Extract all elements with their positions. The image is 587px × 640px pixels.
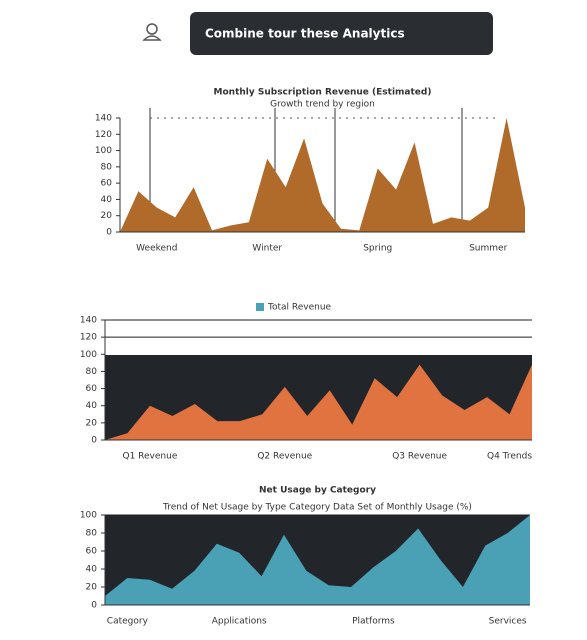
x-tick-label: Q4 Trends <box>487 452 532 462</box>
chart-title: Monthly Subscription Revenue (Estimated) <box>214 88 432 98</box>
x-tick-label: Spring <box>363 244 392 254</box>
x-tick-label: Winter <box>252 244 282 254</box>
y-tick-label: 20 <box>86 583 98 593</box>
user-icon[interactable] <box>142 23 162 41</box>
y-tick-label: 80 <box>86 367 98 377</box>
x-tick-label: Weekend <box>136 244 177 254</box>
x-tick-label: Summer <box>469 244 507 254</box>
y-tick-label: 120 <box>80 333 97 343</box>
chart-subtitle: Growth trend by region <box>270 100 375 110</box>
y-tick-label: 100 <box>80 511 97 521</box>
header-button[interactable] <box>190 12 493 55</box>
header-button-label: Combine tour these Analytics <box>205 27 405 41</box>
y-tick-label: 0 <box>106 228 112 238</box>
x-tick-label: Q1 Revenue <box>123 452 178 462</box>
y-tick-label: 140 <box>80 316 97 326</box>
chart-subtitle: Trend of Net Usage by Type Category Data… <box>162 503 472 513</box>
y-tick-label: 120 <box>95 130 112 140</box>
area <box>120 118 525 232</box>
y-tick-label: 60 <box>86 547 98 557</box>
y-tick-label: 100 <box>95 146 112 156</box>
chart-title: Net Usage by Category <box>259 486 376 496</box>
area <box>105 515 530 605</box>
legend-swatch <box>256 303 264 311</box>
y-tick-label: 60 <box>101 179 113 189</box>
y-tick-label: 20 <box>86 418 98 428</box>
y-tick-label: 100 <box>80 350 97 360</box>
x-tick-label: Q3 Revenue <box>392 452 447 462</box>
legend-label: Total Revenue <box>267 303 332 313</box>
x-tick-label: Services <box>489 617 527 627</box>
y-tick-label: 0 <box>91 601 97 611</box>
y-tick-label: 40 <box>101 195 113 205</box>
area <box>105 364 532 440</box>
x-tick-label: Category <box>107 617 149 627</box>
x-tick-label: Applications <box>212 617 267 627</box>
y-tick-label: 0 <box>91 436 97 446</box>
x-tick-label: Q2 Revenue <box>257 452 312 462</box>
y-tick-label: 40 <box>86 401 98 411</box>
y-tick-label: 140 <box>95 114 112 124</box>
y-tick-label: 80 <box>86 529 98 539</box>
y-tick-label: 60 <box>86 384 98 394</box>
y-tick-label: 40 <box>86 565 98 575</box>
y-tick-label: 80 <box>101 162 113 172</box>
x-tick-label: Platforms <box>352 617 395 627</box>
y-tick-label: 20 <box>101 211 113 221</box>
